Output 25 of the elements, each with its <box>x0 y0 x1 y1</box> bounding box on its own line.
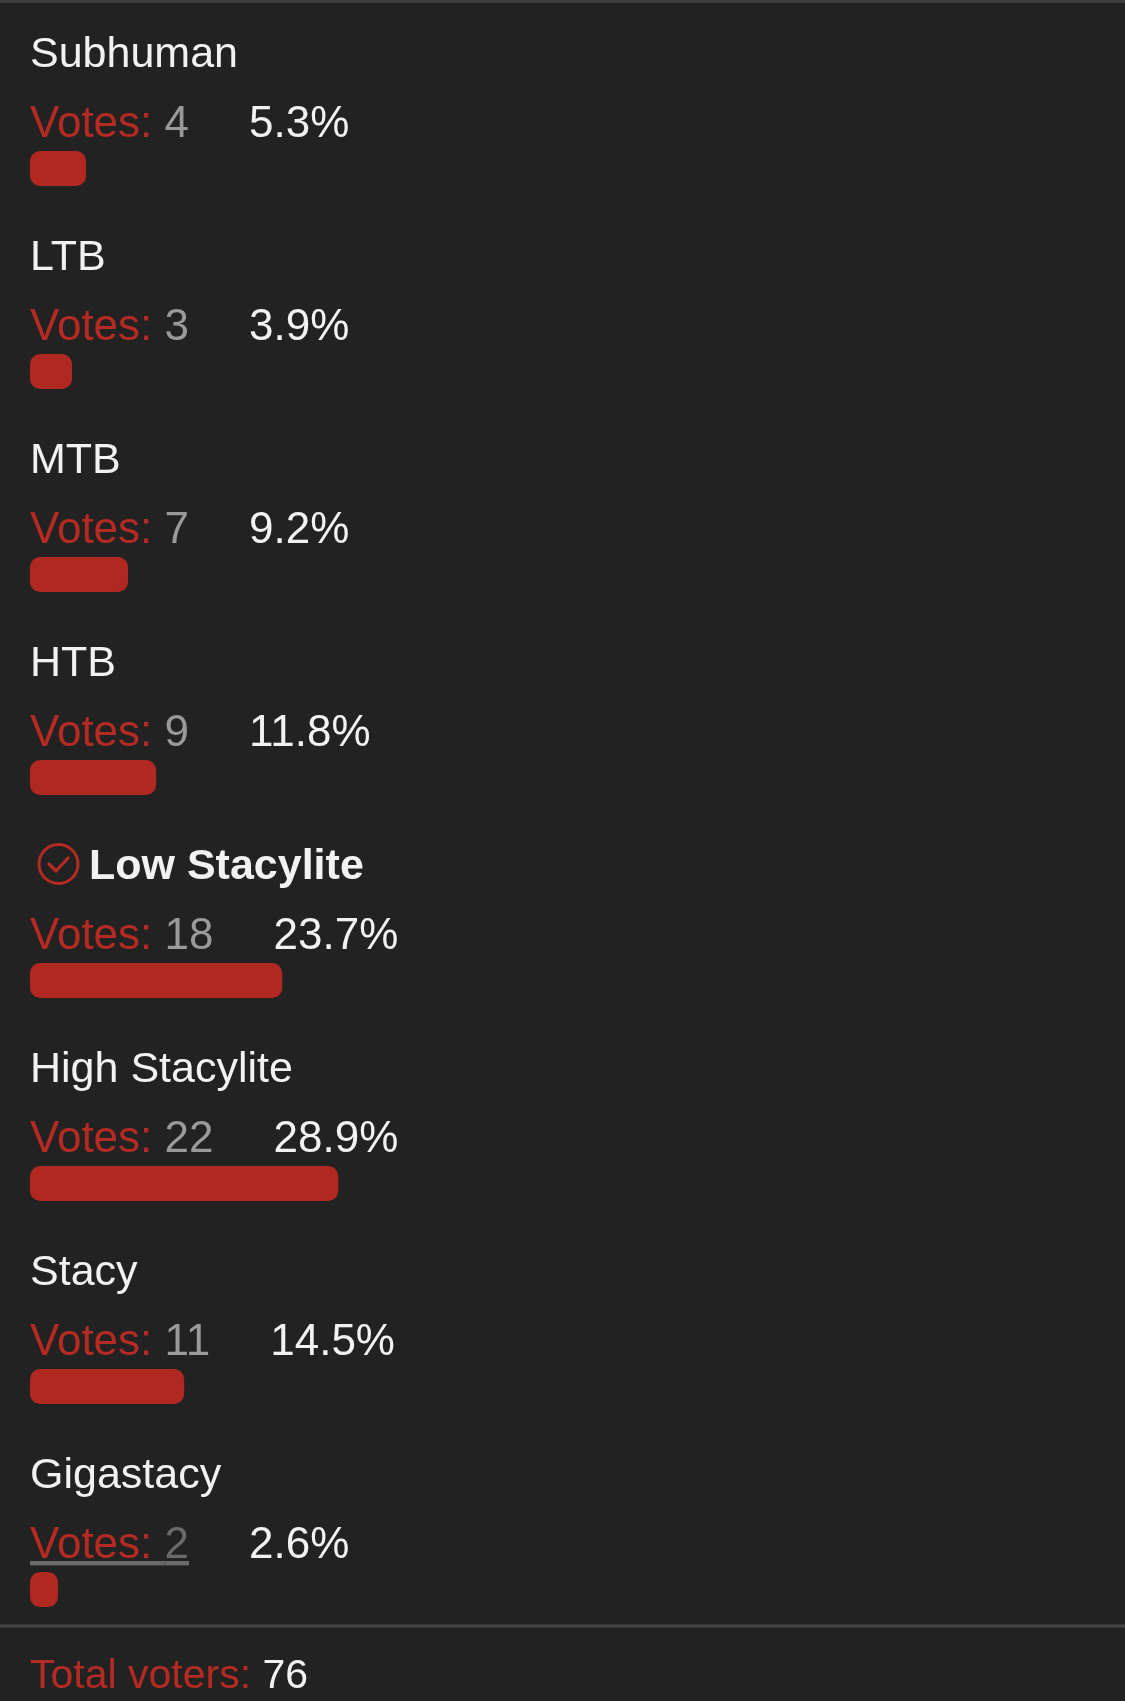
y-tick-label: Low Stacylite <box>89 840 364 888</box>
y-tick-label: Subhuman <box>30 28 238 76</box>
annotation: Total voters: 76 <box>30 1651 309 1697</box>
data-label: Votes: 9 <box>30 706 190 755</box>
data-label: Votes: 18 <box>30 909 214 958</box>
y-tick-label: MTB <box>30 434 121 482</box>
y-tick-label: HTB <box>30 637 116 685</box>
y-tick-label: LTB <box>30 231 106 279</box>
annotation: 14.5% <box>270 1315 395 1364</box>
data-label: Votes: 4 <box>30 97 190 146</box>
annotation: 11.8% <box>249 706 371 755</box>
annotation: 23.7% <box>273 909 399 958</box>
annotation: 2.6% <box>249 1518 350 1567</box>
annotation: 28.9% <box>273 1112 399 1161</box>
annotation: 5.3% <box>249 97 350 146</box>
y-tick-label: Stacy <box>30 1246 139 1294</box>
data-label: Votes: 11 <box>30 1315 211 1364</box>
data-label: Votes: 7 <box>30 503 190 552</box>
annotation: 3.9% <box>249 300 350 349</box>
data-label: Votes: 2 <box>30 1518 190 1567</box>
data-label: Votes: 3 <box>30 300 190 349</box>
annotation: 9.2% <box>249 503 350 552</box>
data-label: Votes: 22 <box>30 1112 214 1161</box>
y-tick-label: High Stacylite <box>30 1043 293 1091</box>
y-tick-label: Gigastacy <box>30 1449 222 1497</box>
